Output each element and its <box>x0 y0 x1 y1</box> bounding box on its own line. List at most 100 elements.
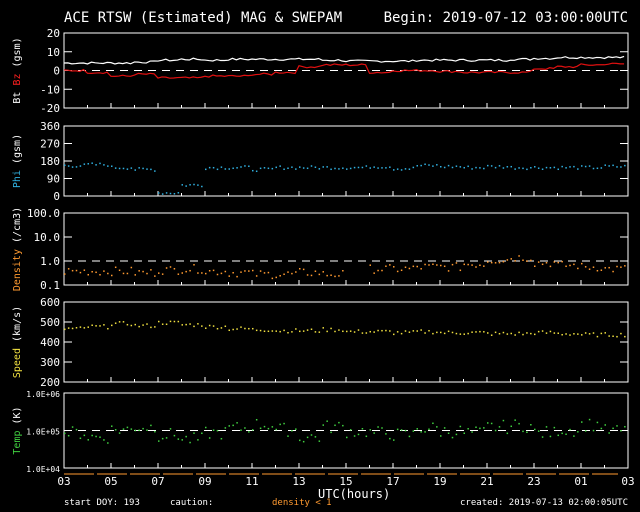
point-Temp <box>138 429 140 432</box>
point-Density <box>138 270 140 272</box>
point-Temp <box>287 435 289 437</box>
point-Density <box>592 266 595 268</box>
point-Temp <box>208 437 211 439</box>
point-Density <box>150 269 152 271</box>
point-Phi <box>428 164 430 166</box>
y-tick-label: 0 <box>53 190 60 203</box>
point-Temp <box>154 430 156 433</box>
point-Phi <box>103 164 105 166</box>
point-Phi <box>154 170 156 172</box>
y-tick-label: 1.0 <box>40 255 60 268</box>
point-Phi <box>545 166 548 169</box>
point-Speed <box>494 331 497 334</box>
point-Speed <box>357 329 360 331</box>
point-Speed <box>177 320 180 323</box>
point-Density <box>510 258 512 260</box>
point-Phi <box>75 166 78 168</box>
y-tick-label: 10 <box>47 46 60 59</box>
point-Temp <box>75 428 78 431</box>
y-axis-label-part: Density <box>12 249 23 291</box>
point-Density <box>455 262 458 264</box>
point-Temp <box>330 431 332 434</box>
point-Phi <box>150 168 152 171</box>
point-Temp <box>608 432 610 434</box>
point-Temp <box>158 440 160 442</box>
point-Phi <box>114 167 117 169</box>
point-Phi <box>91 162 93 164</box>
point-Temp <box>111 425 113 427</box>
y-tick-label: 270 <box>40 138 60 151</box>
point-Density <box>600 269 603 271</box>
point-Density <box>581 262 583 265</box>
series-Bt <box>63 55 625 65</box>
point-Temp <box>592 429 595 432</box>
point-Phi <box>122 167 125 170</box>
point-Speed <box>181 324 183 326</box>
point-Temp <box>302 440 305 443</box>
point-Density <box>283 273 285 276</box>
point-Speed <box>412 330 415 332</box>
point-Temp <box>361 427 364 430</box>
point-Temp <box>389 437 391 440</box>
point-Temp <box>181 439 183 441</box>
y-tick-label: 400 <box>40 336 60 349</box>
point-Speed <box>592 332 595 334</box>
point-Temp <box>369 429 371 431</box>
point-Temp <box>549 435 552 438</box>
point-Speed <box>248 327 250 330</box>
point-Phi <box>279 165 281 167</box>
point-Temp <box>428 428 430 431</box>
point-Phi <box>189 184 191 186</box>
point-Temp <box>432 422 434 425</box>
point-Density <box>271 277 274 280</box>
point-Temp <box>534 428 536 431</box>
point-Speed <box>95 325 97 327</box>
point-Density <box>620 266 622 268</box>
y-axis-label: Temp (K) <box>12 406 23 454</box>
point-Speed <box>138 325 140 328</box>
point-Speed <box>471 331 473 333</box>
point-Density <box>565 265 567 268</box>
point-Phi <box>220 166 223 168</box>
point-Temp <box>87 439 89 441</box>
point-Temp <box>616 425 618 427</box>
point-Density <box>216 273 219 276</box>
point-Density <box>412 265 415 268</box>
point-Phi <box>447 164 450 167</box>
point-Phi <box>369 167 371 169</box>
point-Temp <box>459 425 462 428</box>
point-Temp <box>612 427 614 430</box>
point-Temp <box>624 425 626 428</box>
point-Phi <box>158 192 160 194</box>
point-Density <box>310 274 313 277</box>
point-Temp <box>107 442 109 444</box>
point-Phi <box>537 167 540 169</box>
point-Density <box>232 271 234 274</box>
point-Phi <box>549 167 552 169</box>
point-Speed <box>389 330 391 332</box>
point-Phi <box>71 166 74 168</box>
point-Speed <box>83 327 86 329</box>
point-Phi <box>291 166 293 168</box>
point-Phi <box>326 166 328 168</box>
point-Temp <box>67 434 70 437</box>
point-Density <box>79 271 82 274</box>
point-Speed <box>455 332 458 335</box>
point-Phi <box>522 167 524 170</box>
point-Temp <box>283 422 285 425</box>
point-Temp <box>494 429 497 432</box>
point-Speed <box>197 323 199 325</box>
point-Temp <box>224 427 227 429</box>
point-Phi <box>302 167 305 169</box>
point-Density <box>295 271 297 273</box>
point-Density <box>173 268 176 270</box>
point-Phi <box>420 164 422 167</box>
point-Speed <box>142 324 144 326</box>
point-Phi <box>111 165 113 167</box>
x-tick-label: 09 <box>198 475 211 488</box>
point-Speed <box>263 330 266 333</box>
y-tick-label: 10.0 <box>34 231 61 244</box>
point-Temp <box>537 430 540 432</box>
point-Temp <box>189 441 191 444</box>
point-Density <box>514 260 516 262</box>
